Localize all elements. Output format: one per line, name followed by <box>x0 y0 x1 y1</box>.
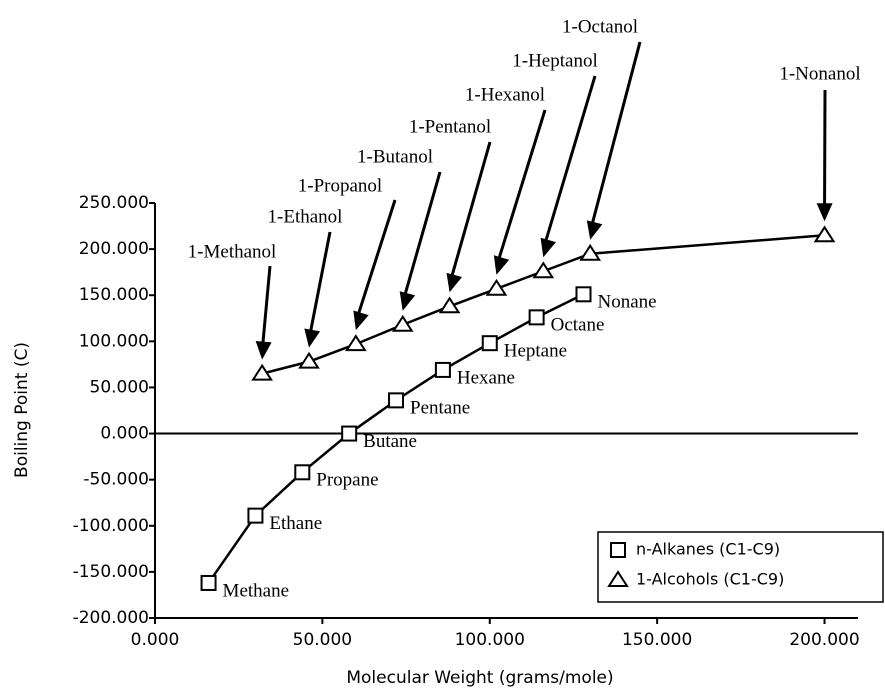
triangle-marker <box>251 363 273 381</box>
y-tick-label: 100.000 <box>79 331 149 351</box>
arrow-head <box>255 341 272 360</box>
point-label: 1-Nonanol <box>779 63 860 84</box>
arrow-shaft <box>354 199 397 323</box>
point-label: Octane <box>551 315 605 336</box>
arrow-head <box>304 328 321 348</box>
point-label: Ethane <box>269 513 322 534</box>
legend-box <box>597 531 884 603</box>
point-label: 1-Hexanol <box>465 84 545 105</box>
triangle-marker <box>298 351 320 369</box>
point-label: Butane <box>363 431 417 452</box>
point-label: Methane <box>223 580 289 601</box>
arrow-shaft <box>588 41 642 233</box>
point-label: 1-Pentanol <box>409 116 491 137</box>
arrow-shaft <box>260 265 272 352</box>
square-marker <box>247 507 264 524</box>
triangle-marker <box>345 334 367 352</box>
x-tick-label: 0.000 <box>131 630 180 650</box>
square-marker <box>341 425 358 442</box>
y-tick-label: 50.000 <box>90 377 149 397</box>
point-label: Heptane <box>504 341 567 362</box>
square-marker <box>575 286 592 303</box>
point-label: 1-Propanol <box>298 175 382 196</box>
y-tick-label: -200.000 <box>73 608 149 628</box>
square-marker <box>481 335 498 352</box>
arrow-shaft <box>307 231 332 340</box>
point-label: 1-Heptanol <box>512 50 597 71</box>
arrow-head <box>816 203 833 222</box>
point-label: Pentane <box>410 398 470 419</box>
y-axis-label: Boiling Point (C) <box>12 342 32 478</box>
arrow-shaft <box>448 141 492 285</box>
y-tick-label: 150.000 <box>79 285 149 305</box>
arrow-head <box>493 255 510 275</box>
arrow-head <box>540 237 556 258</box>
square-marker <box>294 464 311 481</box>
y-tick-label: 250.000 <box>79 193 149 213</box>
arrow-head <box>446 272 462 293</box>
x-tick-label: 200.000 <box>789 630 859 650</box>
point-label: 1-Ethanol <box>268 206 343 227</box>
legend-label: n-Alkanes (C1-C9) <box>636 540 780 559</box>
y-tick-label: 0.000 <box>100 424 149 444</box>
x-tick-label: 100.000 <box>455 630 525 650</box>
y-tick-label: -150.000 <box>73 562 149 582</box>
point-label: Hexane <box>457 367 515 388</box>
x-axis-label: Molecular Weight (grams/mole) <box>346 668 613 688</box>
y-tick-label: -50.000 <box>83 470 149 490</box>
arrow-head <box>586 220 603 240</box>
triangle-marker <box>438 296 461 314</box>
point-label: 1-Methanol <box>188 241 277 262</box>
legend-label: 1-Alcohols (C1-C9) <box>636 570 784 589</box>
x-tick-label: 50.000 <box>293 630 352 650</box>
arrow-shaft <box>541 75 597 250</box>
triangle-marker <box>579 243 602 261</box>
square-marker <box>200 574 217 591</box>
arrow-shaft <box>495 109 547 268</box>
square-marker <box>528 309 545 326</box>
triangle-marker <box>485 278 508 296</box>
x-tick-label: 150.000 <box>622 630 692 650</box>
point-label: Propane <box>316 470 378 491</box>
point-label: 1-Octanol <box>562 16 638 37</box>
y-tick-label: 200.000 <box>79 239 149 259</box>
arrow-head <box>353 310 369 331</box>
legend-marker <box>607 570 629 587</box>
triangle-marker <box>391 314 414 332</box>
square-marker <box>434 361 451 378</box>
square-marker <box>388 392 405 409</box>
triangle-marker <box>813 225 836 243</box>
point-label: Nonane <box>597 292 656 313</box>
arrow-head <box>399 291 416 311</box>
y-tick-label: -100.000 <box>73 516 149 536</box>
arrow-shaft <box>401 171 442 304</box>
legend-marker <box>610 542 626 558</box>
triangle-marker <box>532 261 555 279</box>
point-label: 1-Butanol <box>357 146 433 167</box>
